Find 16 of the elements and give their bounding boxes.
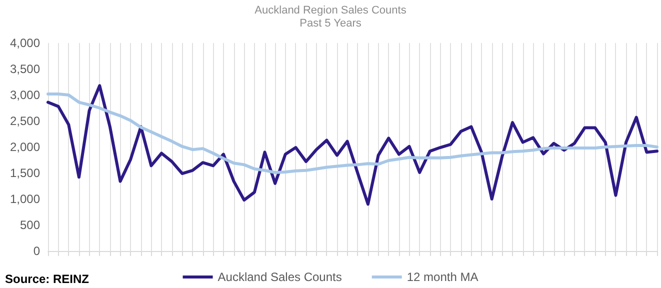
legend-label: Auckland Sales Counts [218, 270, 342, 284]
source-note: Source: REINZ [5, 272, 90, 286]
y-tick-label: 500 [20, 218, 40, 232]
y-tick-label: 2,000 [10, 140, 40, 154]
line-series [46, 84, 658, 206]
legend-label: 12 month MA [406, 270, 478, 284]
y-tick-label: 2,500 [10, 114, 40, 128]
chart-title: Auckland Region Sales Counts [254, 4, 407, 16]
y-tick-label: 3,500 [10, 62, 40, 76]
y-tick-label: 1,000 [10, 192, 40, 206]
y-tick-label: 4,000 [10, 36, 40, 50]
y-tick-label: 3,000 [10, 88, 40, 102]
chart-subtitle: Past 5 Years [300, 18, 362, 30]
y-tick-label: 1,500 [10, 166, 40, 180]
line-series [46, 92, 658, 174]
y-tick-label: 0 [33, 244, 40, 258]
